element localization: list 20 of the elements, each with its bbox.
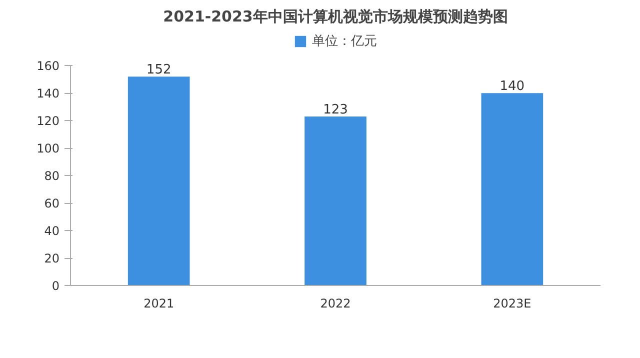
y-tick-label: 100 — [36, 142, 60, 156]
bar — [128, 76, 190, 286]
y-tick-label: 120 — [36, 114, 60, 128]
y-tick-label: 160 — [36, 59, 60, 74]
data-label: 140 — [500, 79, 525, 94]
y-tick-label: 80 — [44, 169, 60, 184]
bar — [481, 93, 544, 286]
chart-title: 2021-2023年中国计算机视觉市场规模预测趋势图 — [163, 8, 508, 26]
y-tick-label: 60 — [44, 196, 60, 211]
y-tick-label: 20 — [44, 252, 60, 266]
y-tick-label: 140 — [36, 86, 60, 101]
legend-label: 单位：亿元 — [312, 33, 377, 50]
x-tick-label: 2022 — [320, 296, 351, 310]
bar — [304, 116, 366, 286]
data-label: 152 — [146, 62, 172, 78]
y-tick-label: 0 — [52, 279, 60, 293]
x-tick-label: 2023E — [493, 296, 532, 310]
data-label: 123 — [323, 102, 348, 118]
x-tick-label: 2021 — [144, 296, 174, 310]
y-tick-label: 40 — [44, 224, 60, 238]
